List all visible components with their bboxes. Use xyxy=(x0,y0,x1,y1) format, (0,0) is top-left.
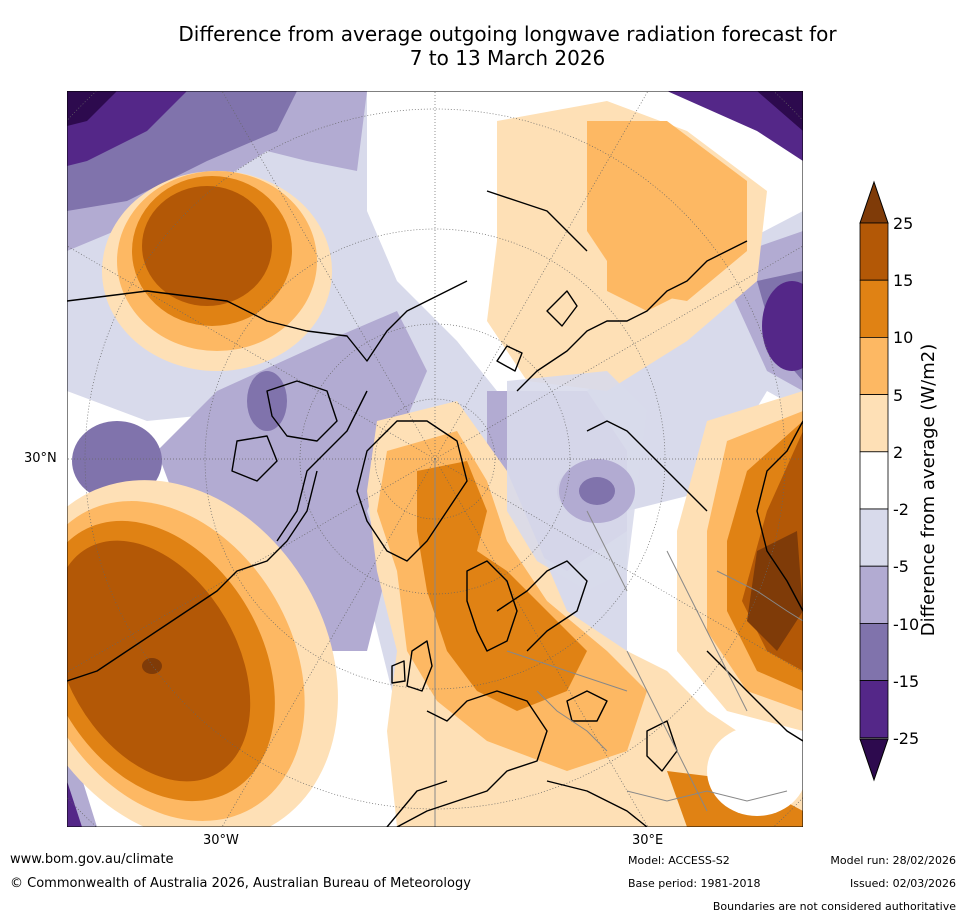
colorbar-tick-neg25: -25 xyxy=(893,729,920,748)
neg-15-region-ne xyxy=(667,91,803,161)
colorbar-segment xyxy=(859,222,889,281)
lon-label-30w: 30°W xyxy=(203,833,239,848)
neg-25-region-nw xyxy=(67,91,117,126)
colorbar xyxy=(859,180,889,782)
neg-10-region-siberia-core xyxy=(579,477,615,505)
colorbar-tick-neg2: -2 xyxy=(893,500,909,519)
colorbar-segment xyxy=(859,680,889,739)
neg-15-region-east xyxy=(762,281,803,371)
neg-10-region-canada xyxy=(247,371,287,431)
colorbar-tick-15: 15 xyxy=(893,271,914,290)
colorbar-segment xyxy=(859,565,889,624)
colorbar-tick-10: 10 xyxy=(893,328,914,347)
olr-anomaly-map xyxy=(67,91,803,827)
colorbar-segment xyxy=(859,508,889,567)
neutral-patch-se xyxy=(707,726,803,816)
colorbar-title-wrap: Difference from average (W/m2) xyxy=(918,340,958,640)
colorbar-tick-neg5: -5 xyxy=(893,557,909,576)
footer-base-period: Base period: 1981-2018 xyxy=(628,877,761,890)
pos-25-region-east xyxy=(747,531,803,651)
lon-label-30e: 30°E xyxy=(632,833,664,848)
colorbar-segment xyxy=(859,394,889,453)
colorbar-tick-25: 25 xyxy=(893,214,914,233)
colorbar-segment xyxy=(859,279,889,338)
colorbar-tick-5: 5 xyxy=(893,386,904,405)
colorbar-tick-neg10: -10 xyxy=(893,615,920,634)
footer-model-run: Model run: 28/02/2026 xyxy=(830,854,956,867)
colorbar-extend-top xyxy=(859,180,889,224)
footer-disclaimer: Boundaries are not considered authoritat… xyxy=(712,900,956,913)
title-line-1: Difference from average outgoing longwav… xyxy=(178,22,837,46)
colorbar-segment xyxy=(859,336,889,395)
lat-label-30n: 30°N xyxy=(24,451,57,466)
colorbar-title: Difference from average (W/m2) xyxy=(918,343,939,637)
footer-issued: Issued: 02/03/2026 xyxy=(849,877,956,890)
title-line-2: 7 to 13 March 2026 xyxy=(409,46,606,70)
footer-copyright: © Commonwealth of Australia 2026, Austra… xyxy=(10,876,471,891)
pos-25-region-sw xyxy=(142,658,162,674)
pos-5-region-russia xyxy=(607,231,707,311)
colorbar-tick-neg15: -15 xyxy=(893,672,920,691)
chart-title: Difference from average outgoing longwav… xyxy=(60,22,955,70)
coastlines xyxy=(67,190,803,827)
colorbar-segment xyxy=(859,451,889,510)
colorbar-segment xyxy=(859,622,889,681)
footer-website: www.bom.gov.au/climate xyxy=(10,852,174,867)
country-boundaries xyxy=(506,510,803,812)
footer-model: Model: ACCESS-S2 xyxy=(628,854,730,867)
colorbar-extend-bottom xyxy=(859,738,889,782)
neg-25-region-ne xyxy=(757,91,803,131)
pos-10-region-europe xyxy=(417,461,587,711)
neg-15-region-sw xyxy=(67,781,82,827)
pos-15-region-nw xyxy=(142,186,272,306)
colorbar-tick-2: 2 xyxy=(893,443,904,462)
